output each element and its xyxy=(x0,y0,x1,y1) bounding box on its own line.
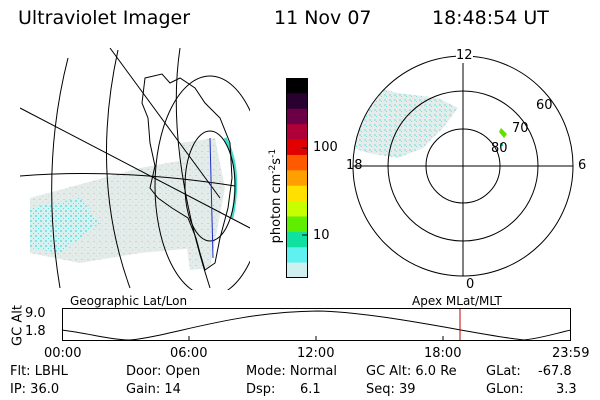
colorbar-tick-100: 100 xyxy=(313,140,338,155)
date-label: 11 Nov 07 xyxy=(274,7,372,29)
auroral-arc xyxy=(223,137,238,219)
xtick-1800: 18:00 xyxy=(424,346,462,361)
altitude-ytick-max: 9.0 xyxy=(25,306,46,321)
status-glat-value: -67.8 xyxy=(538,364,572,379)
colorbar xyxy=(286,78,308,278)
mlat-label-70: 70 xyxy=(512,121,529,136)
polar-plot-label: Apex MLat/MLT xyxy=(412,294,502,308)
colorbar-segment xyxy=(286,108,308,125)
time-label: 18:48:54 UT xyxy=(432,7,549,29)
colorbar-segment xyxy=(286,139,308,156)
mlt-label-12: 12 xyxy=(456,48,473,63)
altitude-plot xyxy=(62,308,572,341)
status-seq: Seq: 39 xyxy=(366,382,416,397)
colorbar-segment xyxy=(286,247,308,264)
xtick-0600: 06:00 xyxy=(170,346,208,361)
colorbar-segment xyxy=(286,154,308,171)
xtick-1200: 12:00 xyxy=(297,346,335,361)
geo-map-label: Geographic Lat/Lon xyxy=(70,294,188,308)
polar-spot-cyan xyxy=(500,143,503,146)
colorbar-segment xyxy=(286,216,308,233)
colorbar-segment xyxy=(286,124,308,141)
altitude-ytick-min: 1.8 xyxy=(25,324,46,339)
status-dsp-value: 6.1 xyxy=(300,382,321,397)
altitude-curve xyxy=(62,310,572,341)
unit-exp-cm: -2 xyxy=(267,164,278,174)
emission-region-east xyxy=(180,138,225,270)
status-flt: Flt: LBHL xyxy=(10,364,68,379)
unit-exp-s: -1 xyxy=(267,148,278,158)
continent-outline xyxy=(141,73,233,271)
xtick-0000: 00:00 xyxy=(44,346,82,361)
colorbar-segment xyxy=(286,185,308,202)
polar-plot xyxy=(352,55,574,277)
unit-base: photon cm xyxy=(269,173,285,244)
status-ip: IP: 36.0 xyxy=(10,382,60,397)
colorbar-segment xyxy=(286,78,308,94)
emission-region-cyan xyxy=(30,198,100,253)
status-mode: Mode: Normal xyxy=(246,364,337,379)
colorbar-segment xyxy=(286,201,308,217)
colorbar-unit-label: photon cm-2s-1 xyxy=(268,116,284,276)
colorbar-segment xyxy=(286,262,308,278)
mlt-label-18: 18 xyxy=(346,158,363,173)
colorbar-segment xyxy=(286,170,308,187)
status-gain: Gain: 14 xyxy=(126,382,181,397)
mlat-label-80: 80 xyxy=(491,141,508,156)
polar-emission xyxy=(353,88,458,158)
status-glon-label: GLon: xyxy=(486,382,524,397)
status-gc-alt: GC Alt: 6.0 Re xyxy=(366,364,457,379)
instrument-title: Ultraviolet Imager xyxy=(18,7,191,29)
status-door: Door: Open xyxy=(126,364,201,379)
mlt-label-0: 0 xyxy=(466,277,475,292)
colorbar-tick-10: 10 xyxy=(313,228,330,243)
mlat-label-60: 60 xyxy=(536,98,553,113)
colorbar-segment xyxy=(286,93,308,110)
status-glon-value: 3.3 xyxy=(556,382,577,397)
status-glat-label: GLat: xyxy=(486,364,521,379)
unit-s: s xyxy=(269,157,285,165)
mlt-label-6: 6 xyxy=(578,158,587,173)
colorbar-segment xyxy=(286,231,308,248)
geographic-map xyxy=(20,48,250,290)
xtick-2359: 23:59 xyxy=(552,346,590,361)
status-dsp-label: Dsp: xyxy=(246,382,276,397)
polar-spot-green xyxy=(499,128,507,138)
altitude-ylabel: GC Alt xyxy=(10,305,26,346)
